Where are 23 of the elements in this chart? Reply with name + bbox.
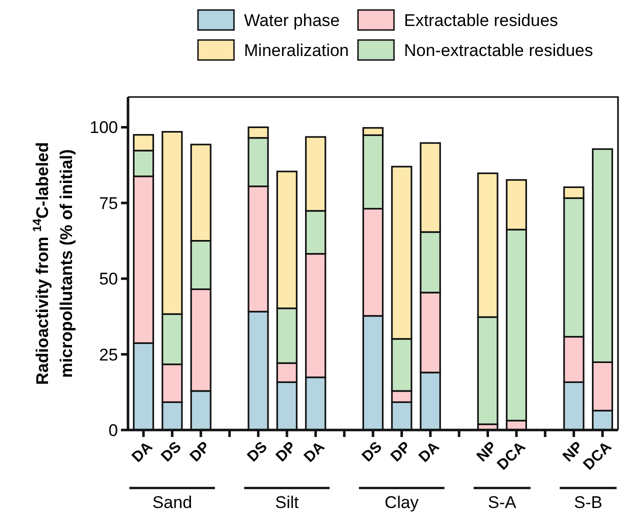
x-tick-label: DP (272, 438, 300, 466)
x-tick-label: DS (244, 438, 271, 466)
x-tick-label: DS (358, 438, 386, 466)
text: S-A (488, 493, 517, 512)
x-tick-label: DS (158, 438, 185, 466)
x-tick-label: DA (300, 438, 328, 466)
y-tick-label: 75 (99, 194, 118, 213)
legend-label: Water phase (244, 11, 340, 30)
y-tick-label: 25 (99, 345, 118, 364)
x-tick-label: DA (416, 438, 444, 466)
text: Sand (152, 493, 192, 512)
text: Clay (384, 493, 420, 512)
x-tick-label: DP (186, 438, 214, 466)
legend-label: Non-extractable residues (404, 41, 593, 60)
y-tick-label: 100 (90, 118, 118, 138)
legend-label: Extractable residues (404, 11, 558, 30)
text: S-B (574, 493, 602, 512)
legend-label: Mineralization (244, 41, 349, 60)
y-tick-label: 50 (99, 270, 118, 289)
text: Silt (275, 493, 300, 512)
y-tick-label: 0 (108, 420, 118, 440)
x-tick-label: DA (128, 438, 156, 466)
x-tick-label: DP (387, 438, 414, 466)
